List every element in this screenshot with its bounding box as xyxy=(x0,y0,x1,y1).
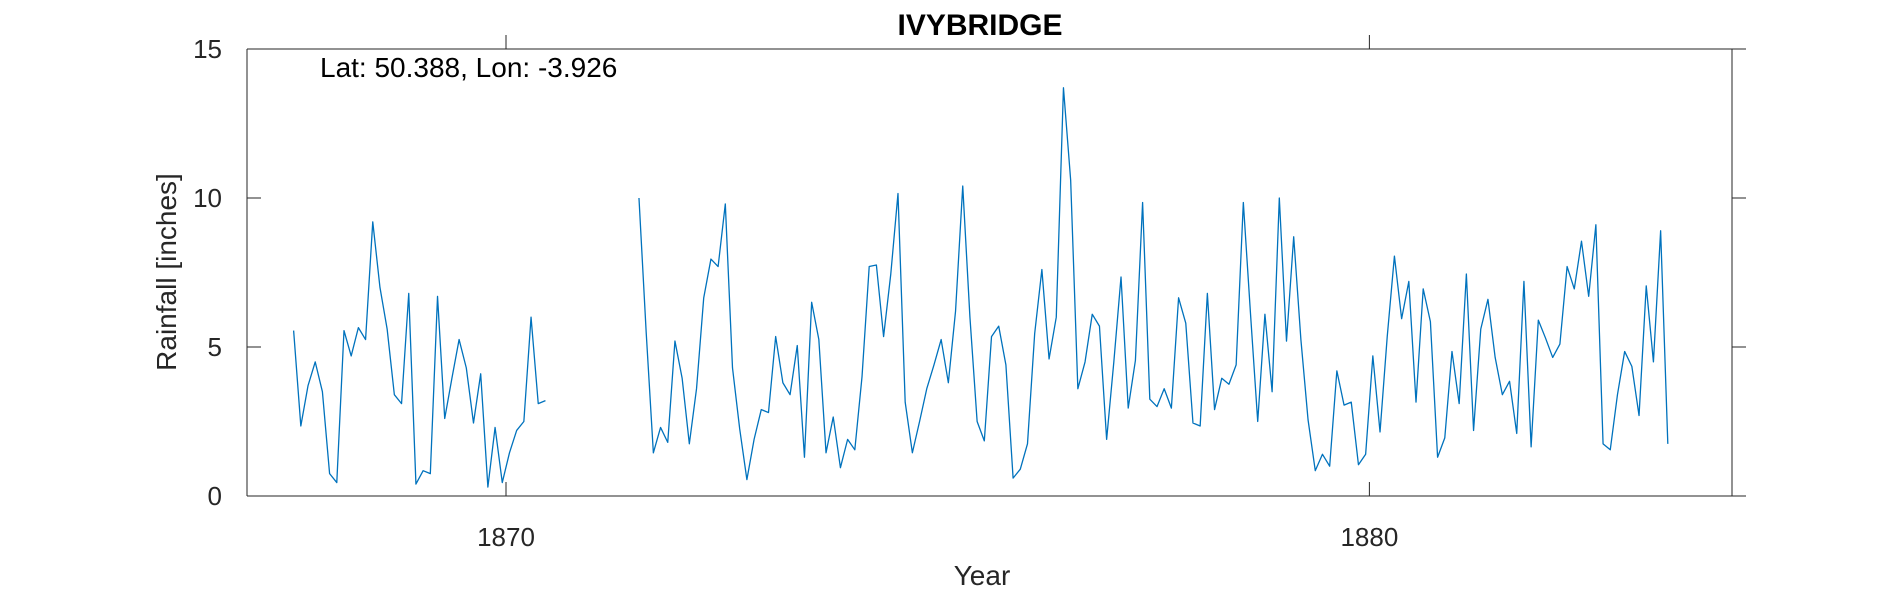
rainfall-line-segment-1 xyxy=(292,221,546,488)
axis-tick-labels: 0 5 10 15 1870 1880 xyxy=(193,34,1398,552)
y-axis-label: Rainfall [inches] xyxy=(151,173,182,371)
axis-ticks xyxy=(247,35,1746,497)
x-axis-label: Year xyxy=(954,560,1011,591)
y-tick-label: 5 xyxy=(208,332,222,362)
rainfall-line-segment-2 xyxy=(638,87,1669,481)
axes-box xyxy=(246,48,1733,497)
y-tick-label: 0 xyxy=(208,481,222,511)
x-tick-label: 1870 xyxy=(477,522,535,552)
y-tick-label: 10 xyxy=(193,183,222,213)
chart-title: IVYBRIDGE xyxy=(897,9,1062,42)
series-group xyxy=(292,87,1669,488)
location-annotation: Lat: 50.388, Lon: -3.926 xyxy=(320,52,617,83)
x-tick-label: 1880 xyxy=(1340,522,1398,552)
y-tick-label: 15 xyxy=(193,34,222,64)
